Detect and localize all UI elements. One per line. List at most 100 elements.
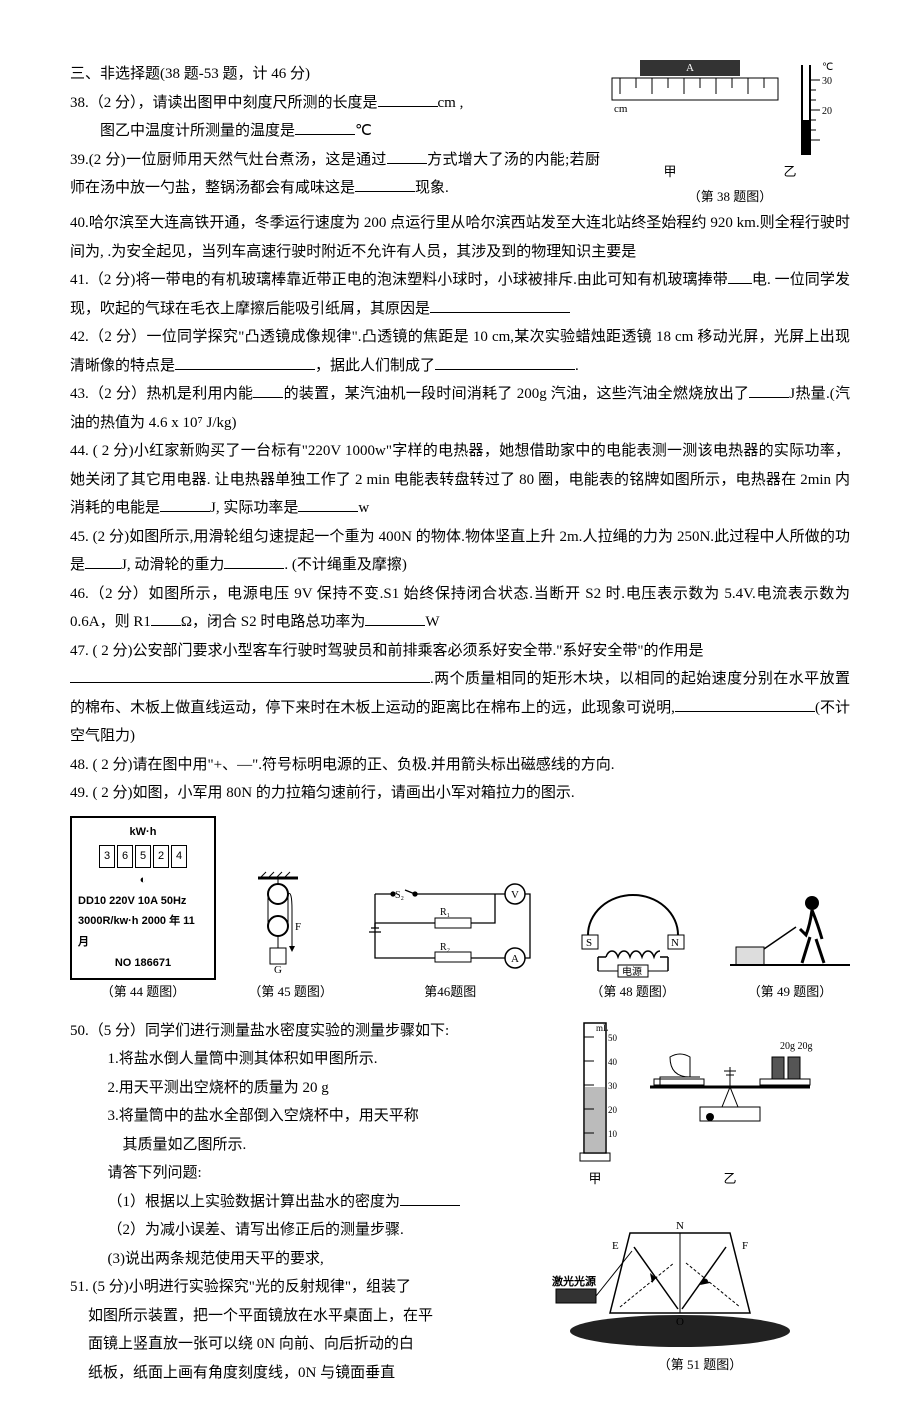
cap-yi: 乙 [630, 1167, 830, 1192]
svg-text:50: 50 [608, 1033, 618, 1043]
q39-a: 39.(2 分)一位厨师用天然气灶台煮汤，这是通过 [70, 152, 387, 168]
q44-a: 44. ( 2 分)小红家新购买了一台标有"220V 1000w"字样的电热器，… [70, 443, 850, 516]
graduated-cylinder: mL 50 40 30 20 10 甲 [570, 1017, 620, 1192]
q42-a: 42.（2 分）一位同学探究"凸透镜成像规律".凸透镜的焦距是 10 cm,某次… [70, 329, 850, 374]
svg-text:E: E [612, 1240, 619, 1252]
q41-a: 41.（2 分)将一带电的有机玻璃棒靠近带正电的泡沫塑料小球时，小球被排斥.由此… [70, 272, 728, 288]
caption-yi: 乙 [783, 160, 796, 185]
blank [435, 369, 575, 370]
cap48: （第 48 题图） [568, 980, 698, 1005]
q38-unit1: cm , [438, 95, 464, 111]
blank [160, 511, 210, 512]
q47: 47. ( 2 分)公安部门要求小型客车行驶时驾驶员和前排乘客必须系好安全带."… [70, 637, 850, 751]
svg-text:20: 20 [822, 106, 832, 117]
q44-b: J, 实际功率是 [210, 500, 298, 516]
cap46: 第46题图 [365, 980, 535, 1005]
fig45: F G （第 45 题图） [248, 870, 333, 1005]
svg-text:20g 20g: 20g 20g [780, 1041, 813, 1052]
svg-text:S: S [586, 937, 592, 949]
svg-text:G: G [274, 964, 282, 976]
q43: 43.（2 分）热机是利用内能 的装置，某汽油机一段时间消耗了 200g 汽油，这… [70, 380, 850, 437]
blank [378, 106, 438, 107]
digit: 6 [117, 845, 133, 868]
blank [749, 397, 789, 398]
meter-unit: kW·h [78, 822, 208, 843]
ruler-diagram: A cm [610, 60, 780, 110]
svg-text:F: F [295, 921, 301, 933]
q38-caption: （第 38 题图） [610, 185, 850, 210]
svg-text:A: A [511, 953, 519, 965]
blank [175, 369, 315, 370]
q50-p1-text: （1）根据以上实验数据计算出盐水的密度为 [108, 1194, 401, 1210]
q38-figure: A cm [610, 60, 850, 209]
svg-text:V: V [511, 889, 519, 901]
cap45: （第 45 题图） [248, 980, 333, 1005]
blank [298, 511, 358, 512]
q42-c: . [575, 358, 579, 374]
blank [151, 625, 181, 626]
svg-text:R₂: R₂ [440, 942, 450, 953]
q41: 41.（2 分)将一带电的有机玻璃棒靠近带正电的泡沫塑料小球时，小球被排斥.由此… [70, 266, 850, 323]
thermometer-diagram: ℃ 30 20 [788, 60, 838, 160]
q46: 46.（2 分）如图所示，电源电压 9V 保持不变.S1 始终保持闭合状态.当断… [70, 580, 850, 637]
meter-l3: NO 186671 [78, 953, 208, 974]
q38-text-b: 图乙中温度计所测量的温度是 [100, 123, 295, 139]
fig48: S N 电源 （第 48 题图） [568, 885, 698, 1005]
svg-text:30: 30 [822, 76, 832, 87]
digit: 3 [99, 845, 115, 868]
svg-text:O: O [676, 1316, 684, 1328]
q41-a2: 电. [752, 272, 771, 288]
blank [85, 568, 121, 569]
digit: 5 [135, 845, 151, 868]
energy-meter: kW·h 36524 ◐ DD10 220V 10A 50Hz 3000R/kw… [70, 816, 216, 980]
q43-a: 43.（2 分）热机是利用内能 [70, 386, 253, 402]
caption-jia: 甲 [663, 160, 676, 185]
digit: 2 [153, 845, 169, 868]
fig46: V A R₁ R₂ S₂ 第46题图 [365, 880, 535, 1005]
q42-b: ，据此人们制成了 [315, 358, 435, 374]
q48: 48. ( 2 分)请在图中用"+、—".符号标明电源的正、负极.并用箭头标出磁… [70, 751, 850, 780]
q39-c: 现象. [415, 180, 449, 196]
q42: 42.（2 分）一位同学探究"凸透镜成像规律".凸透镜的焦距是 10 cm,某次… [70, 323, 850, 380]
q46-b: Ω，闭合 S2 时电路总功率为 [181, 614, 366, 630]
q40: 40.哈尔滨至大连高铁开通，冬季运行速度为 200 点运行里从哈尔滨西站发至大连… [70, 209, 850, 266]
q38-text-a: 38.（2 分），请读出图甲中刻度尺所测的长度是 [70, 95, 378, 111]
blank [253, 397, 283, 398]
q45-b: J, 动滑轮的重力 [121, 557, 224, 573]
balance-scale: 20g 20g 乙 [630, 1037, 830, 1192]
cap-jia: 甲 [570, 1167, 620, 1192]
blank [675, 711, 815, 712]
figure-row-1: kW·h 36524 ◐ DD10 220V 10A 50Hz 3000R/kw… [70, 816, 850, 1005]
svg-text:N: N [676, 1220, 684, 1232]
blank [430, 312, 570, 313]
svg-text:S₂: S₂ [395, 890, 404, 901]
svg-text:激光光源: 激光光源 [552, 1274, 596, 1288]
reflection-diagram: E N F O 激光光源 （第 51 题图） [550, 1203, 850, 1378]
fig44: kW·h 36524 ◐ DD10 220V 10A 50Hz 3000R/kw… [70, 816, 216, 1005]
svg-text:℃: ℃ [822, 62, 833, 73]
cap49: （第 49 题图） [730, 980, 850, 1005]
blank [70, 682, 430, 683]
q45: 45. (2 分)如图所示,用滑轮组匀速提起一个重为 400N 的物体.物体坚直… [70, 523, 850, 580]
digit: 4 [171, 845, 187, 868]
q50-figure: mL 50 40 30 20 10 甲 20g 20g [550, 1017, 850, 1378]
blank [355, 191, 415, 192]
meter-l2: 3000R/kw·h 2000 年 11 月 [78, 911, 208, 953]
svg-text:30: 30 [608, 1081, 618, 1091]
svg-text:R₁: R₁ [440, 907, 450, 918]
q46-c: W [425, 614, 439, 630]
q47-b: .两个质量相同的矩形木块，以相同的起始速度分别在水平放置的棉布、木板上做直线运动… [70, 671, 850, 716]
blank [365, 625, 425, 626]
blank [728, 283, 752, 284]
svg-text:40: 40 [608, 1057, 618, 1067]
fig49: （第 49 题图） [730, 885, 850, 1005]
svg-text:10: 10 [608, 1129, 618, 1139]
q43-b: 的装置，某汽油机一段时间消耗了 200g 汽油，这些汽油全燃烧放出了 [283, 386, 749, 402]
cap51: （第 51 题图） [550, 1353, 850, 1378]
svg-text:F: F [742, 1240, 748, 1252]
ruler-unit: cm [614, 103, 628, 115]
meter-l1: DD10 220V 10A 50Hz [78, 891, 208, 912]
q44: 44. ( 2 分)小红家新购买了一台标有"220V 1000w"字样的电热器，… [70, 437, 850, 523]
blank [295, 134, 355, 135]
svg-text:电源: 电源 [622, 965, 642, 978]
